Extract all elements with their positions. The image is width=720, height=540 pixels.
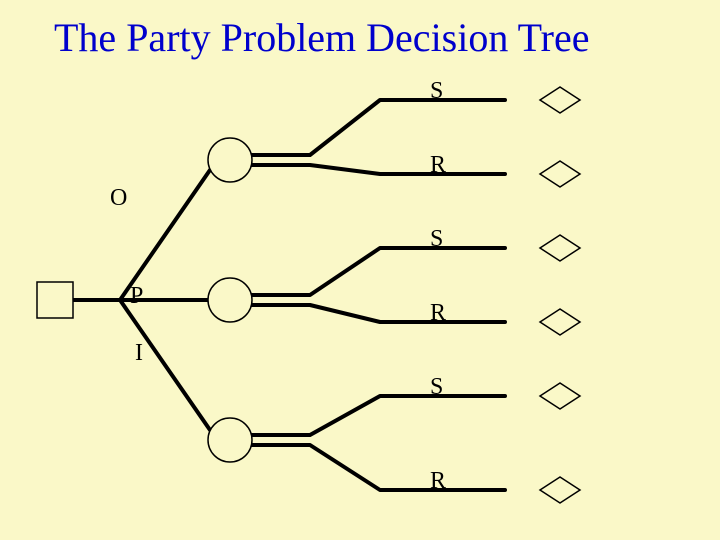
root-edge (73, 170, 210, 300)
leaf-label-s1: S (430, 78, 443, 105)
tree-svg (0, 0, 720, 540)
slide-title: The Party Problem Decision Tree (54, 14, 590, 61)
leaf-edge (250, 165, 505, 174)
chance-circle (208, 418, 252, 462)
leaf-label-r1: R (430, 152, 446, 179)
leaf-label-r2: R (430, 300, 446, 327)
leaf-edge (250, 396, 505, 435)
outcome-diamond (540, 235, 580, 261)
chance-circle (208, 278, 252, 322)
leaf-edge (250, 305, 505, 322)
leaf-edge (250, 248, 505, 295)
leaf-label-s3: S (430, 374, 443, 401)
branch-label-o: O (110, 185, 127, 212)
branch-label-p: P (130, 283, 143, 310)
diagram-stage: The Party Problem Decision Tree O P I S R S R S… (0, 0, 720, 540)
branch-label-i: I (135, 340, 143, 367)
leaf-edge (250, 445, 505, 490)
outcome-diamond (540, 161, 580, 187)
outcome-diamond (540, 309, 580, 335)
outcome-diamond (540, 477, 580, 503)
outcome-diamond (540, 383, 580, 409)
outcome-diamond (540, 87, 580, 113)
decision-square (37, 282, 73, 318)
chance-circle (208, 138, 252, 182)
leaf-label-r3: R (430, 468, 446, 495)
leaf-edge (250, 100, 505, 155)
leaf-label-s2: S (430, 226, 443, 253)
